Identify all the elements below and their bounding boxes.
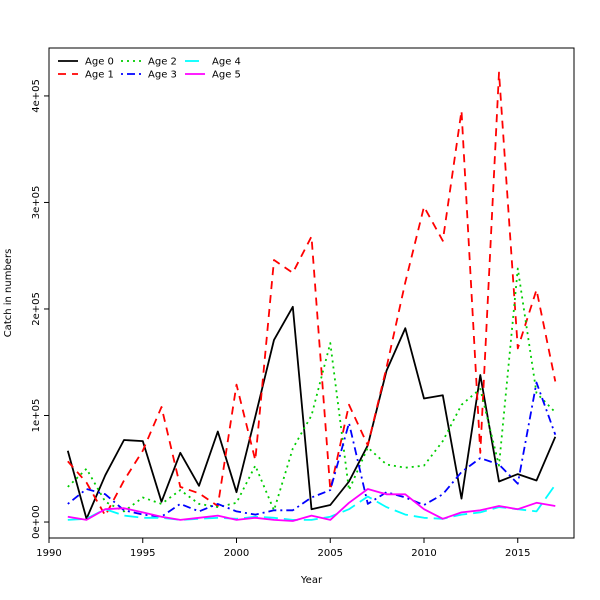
series-line-age-2	[67, 267, 556, 513]
legend-label: Age 3	[148, 70, 177, 81]
x-tick-label: 1995	[130, 548, 155, 559]
legend-label: Age 0	[85, 57, 114, 68]
x-axis-label: Year	[300, 575, 323, 586]
x-tick-label: 2005	[318, 548, 343, 559]
x-tick-label: 2000	[224, 548, 249, 559]
y-tick-label: 0e+00	[31, 505, 42, 539]
x-tick-label: 1990	[36, 548, 61, 559]
y-tick-label: 1e+05	[31, 399, 42, 433]
legend-label: Age 4	[212, 57, 241, 68]
series-line-age-5	[67, 488, 556, 522]
series-line-age-3	[67, 381, 557, 518]
x-tick-label: 2010	[411, 548, 436, 559]
series-line-age-1	[67, 71, 557, 517]
y-tick-label: 2e+05	[31, 292, 42, 326]
legend-label: Age 2	[148, 57, 177, 68]
x-tick-label: 2015	[505, 548, 530, 559]
series-layer	[66, 71, 557, 522]
legend-label: Age 1	[85, 70, 114, 81]
series-line-age-4	[67, 484, 557, 521]
y-axis-label: Catch in numbers	[3, 249, 14, 338]
plot-frame	[48, 47, 575, 539]
legend: Age 0 Age 1 Age 2 Age 3 Age 4 Age 5	[58, 57, 241, 81]
legend-label: Age 5	[212, 70, 241, 81]
series-line-age-0	[66, 305, 557, 520]
y-tick-label: 4e+05	[31, 79, 42, 113]
y-tick-label: 3e+05	[31, 186, 42, 220]
